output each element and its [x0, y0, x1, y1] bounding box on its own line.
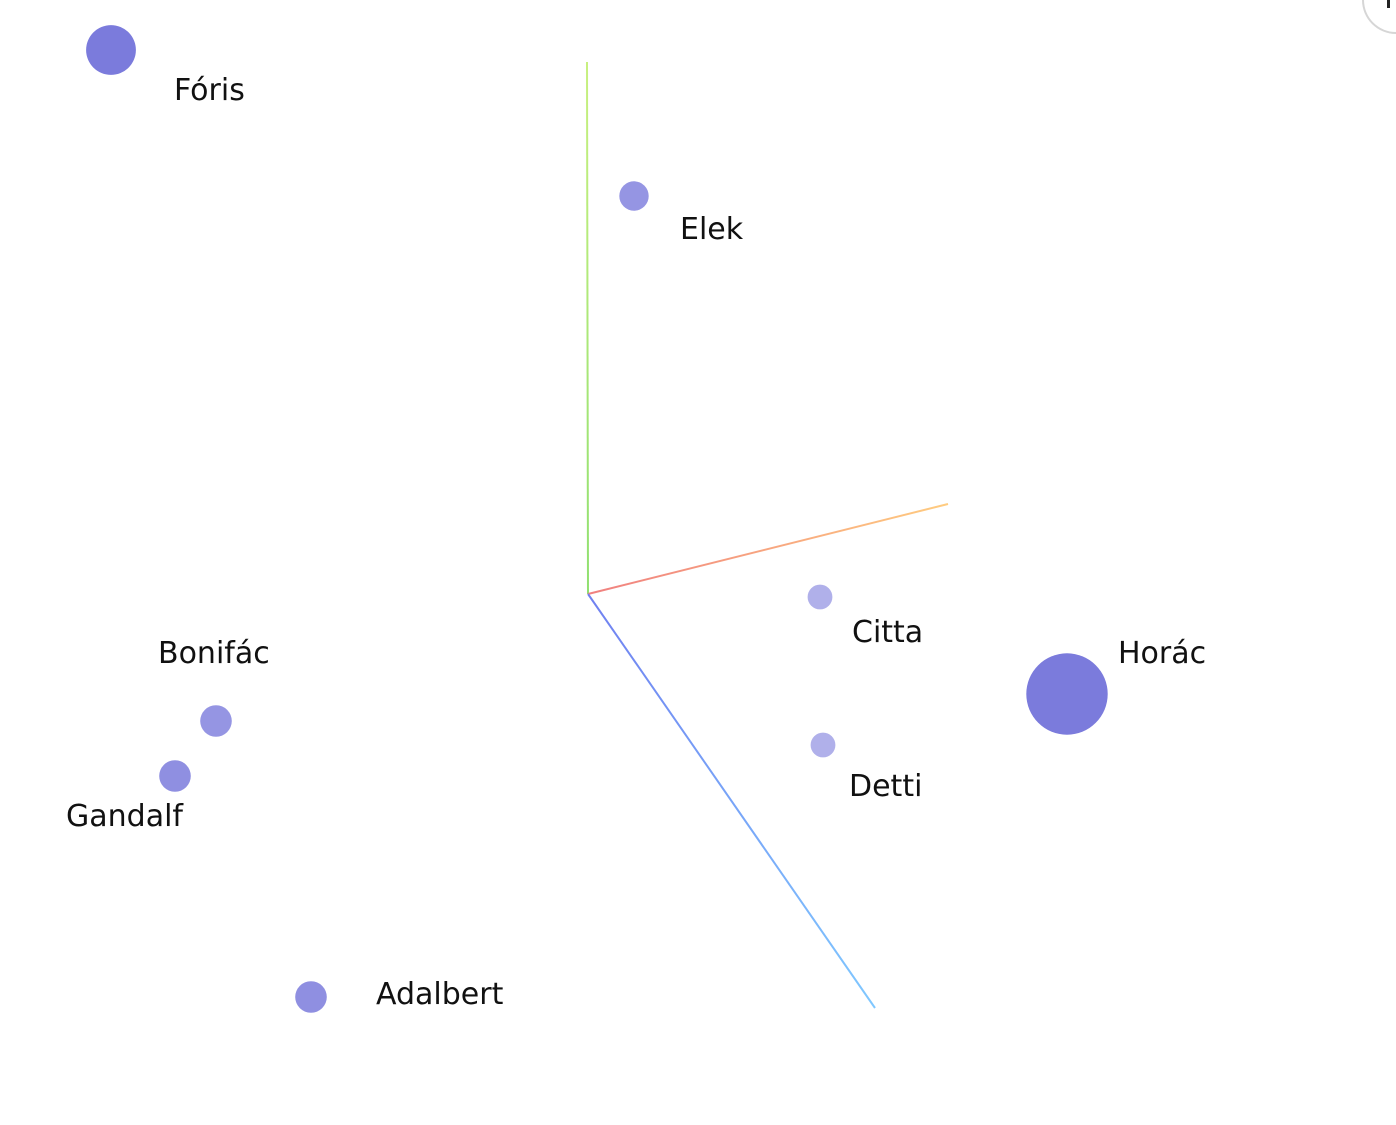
point-citta-label: Citta — [852, 615, 923, 650]
z-axis-line — [587, 593, 876, 1009]
x-axis-line — [587, 503, 949, 595]
point-detti-marker[interactable] — [810, 732, 836, 758]
point-foris-marker[interactable] — [86, 25, 136, 75]
points — [86, 25, 1108, 1013]
point-foris-label: Fóris — [174, 73, 245, 108]
point-gandalf-label: Gandalf — [66, 799, 184, 834]
point-adalbert-label: Adalbert — [376, 977, 504, 1012]
point-horac-marker[interactable] — [1026, 653, 1108, 735]
point-detti-label: Detti — [849, 769, 922, 804]
point-citta-marker[interactable] — [807, 584, 833, 610]
point-bonifac-marker[interactable] — [200, 705, 232, 737]
point-labels: Fóris Elek Citta Horác Detti Bonifác Gandalf Ad… — [66, 73, 1206, 1012]
point-gandalf-marker[interactable] — [159, 760, 191, 792]
point-elek-label: Elek — [680, 212, 744, 247]
y-axis-line — [586, 61, 589, 595]
point-bonifac-label: Bonifác — [158, 636, 270, 671]
point-horac-label: Horác — [1118, 636, 1206, 671]
point-adalbert-marker[interactable] — [295, 981, 327, 1013]
point-elek-marker[interactable] — [619, 181, 649, 211]
axes — [586, 61, 949, 1009]
